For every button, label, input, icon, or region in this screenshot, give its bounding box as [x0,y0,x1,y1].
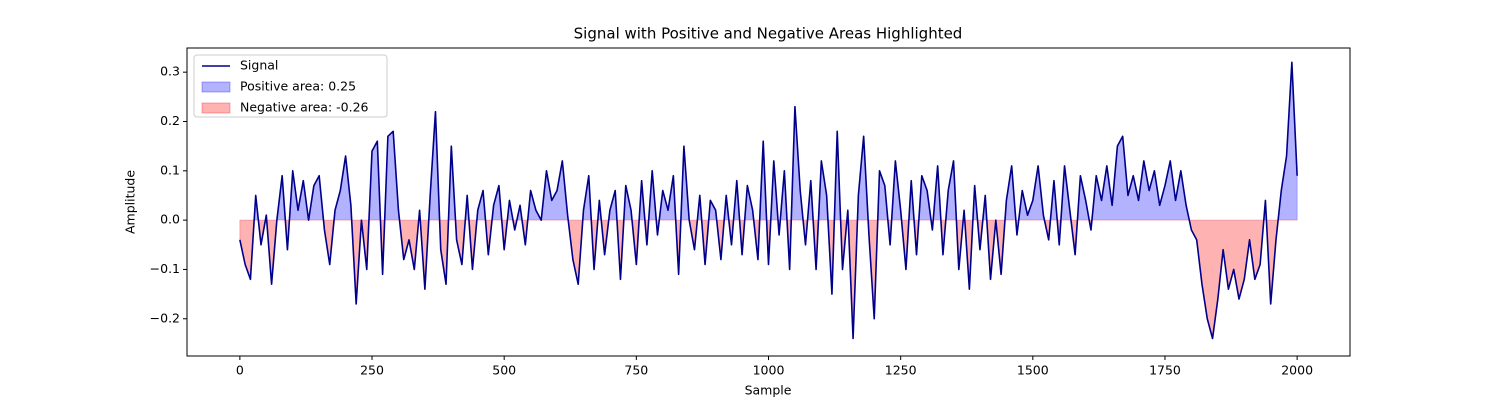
x-tick-label: 1500 [1017,363,1049,378]
y-tick-label: 0.3 [160,64,180,79]
y-tick-label: −0.2 [150,310,180,325]
x-tick-label: 500 [492,363,516,378]
x-tick-label: 250 [360,363,384,378]
x-tick-label: 1750 [1149,363,1181,378]
x-tick-label: 2000 [1281,363,1313,378]
x-tick-label: 1000 [753,363,785,378]
y-tick-label: 0.2 [160,113,180,128]
y-tick-label: 0.0 [160,212,180,227]
legend-label: Signal [240,58,278,73]
legend-box [193,54,388,118]
x-axis-label: Sample [745,383,792,398]
axes-frame [186,47,1351,357]
legend-label: Negative area: -0.26 [240,100,369,115]
x-tick-label: 750 [624,363,648,378]
y-tick-label: 0.1 [160,162,180,177]
y-axis-label: Amplitude [123,170,138,234]
y-tick-label: −0.1 [150,261,180,276]
legend-patch [201,81,231,93]
legend-patch [201,102,231,114]
legend-label: Positive area: 0.25 [240,79,356,94]
signal-line [239,61,1298,340]
x-tick-label: 0 [236,363,244,378]
x-tick-label: 1250 [885,363,917,378]
chart-title: Signal with Positive and Negative Areas … [574,25,963,43]
